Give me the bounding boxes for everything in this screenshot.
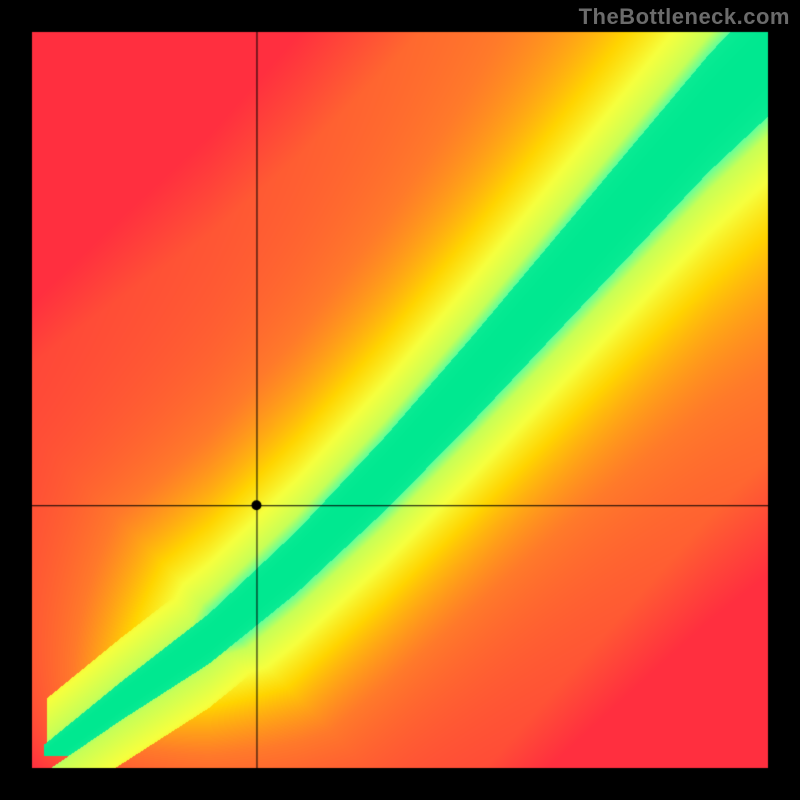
watermark-label: TheBottleneck.com <box>579 4 790 30</box>
bottleneck-heatmap <box>0 0 800 800</box>
chart-container: TheBottleneck.com <box>0 0 800 800</box>
